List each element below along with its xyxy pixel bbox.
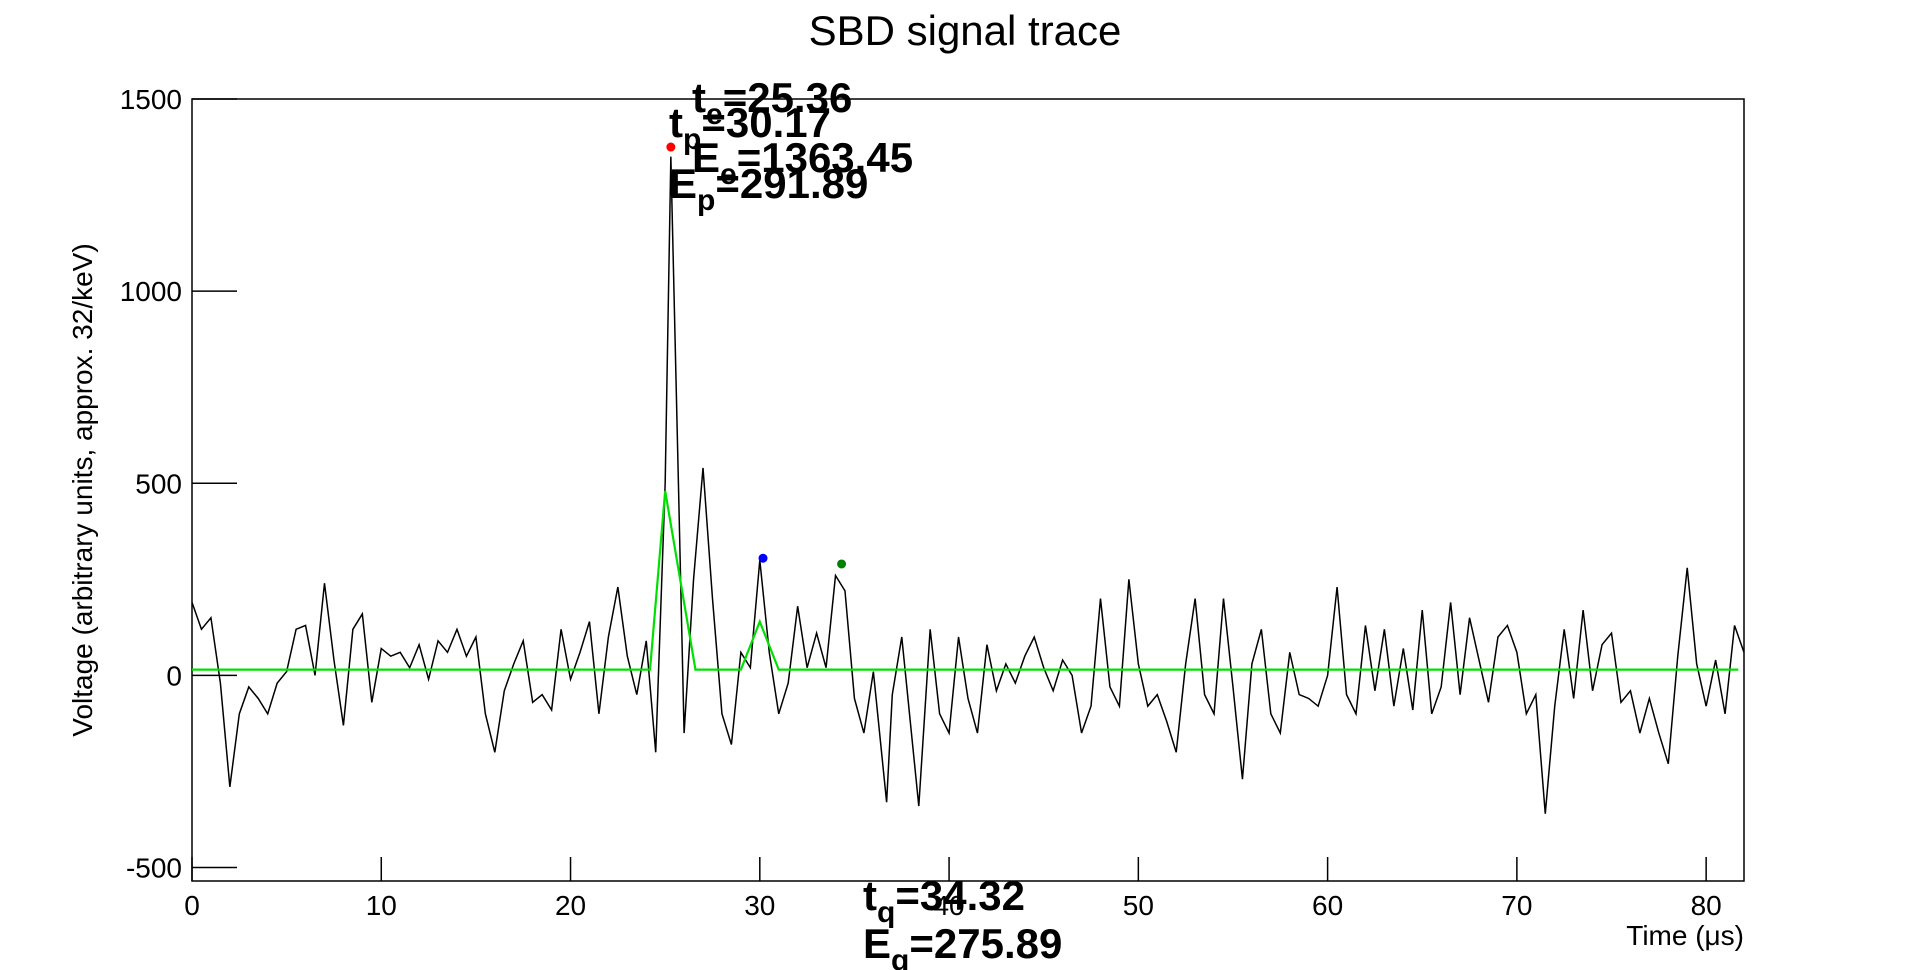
x-tick-label: 0 bbox=[184, 890, 200, 921]
y-tick-label: 0 bbox=[166, 660, 182, 691]
chart-title: SBD signal trace bbox=[809, 7, 1122, 54]
annotation: Ee=1363.45 bbox=[692, 134, 913, 191]
annotation-value: =1363.45 bbox=[737, 134, 913, 181]
x-tick-label: 80 bbox=[1691, 890, 1722, 921]
x-tick-label: 20 bbox=[555, 890, 586, 921]
x-tick-label: 50 bbox=[1123, 890, 1154, 921]
annotation-symbol: E bbox=[863, 920, 891, 967]
annotation-symbol: E bbox=[669, 160, 697, 207]
annotation-subscript: e bbox=[720, 158, 737, 191]
annotation-symbol: t bbox=[863, 872, 877, 919]
annotation-symbol: E bbox=[692, 134, 720, 181]
marker-point bbox=[837, 559, 847, 569]
annotation-value: =30.17 bbox=[701, 99, 831, 146]
y-tick-label: 1000 bbox=[120, 276, 182, 307]
annotation-value: =25.36 bbox=[723, 74, 853, 121]
annotation-subscript: p bbox=[683, 123, 701, 156]
annotation-subscript: q bbox=[891, 944, 909, 970]
y-axis-label: Voltage (arbitrary units, approx. 32/keV… bbox=[67, 243, 98, 736]
x-tick-label: 70 bbox=[1501, 890, 1532, 921]
annotation-subscript: e bbox=[706, 98, 723, 131]
annotation-subscript: q bbox=[877, 896, 895, 929]
annotation: Ep=291.89 bbox=[669, 160, 868, 217]
annotation-symbol: t bbox=[669, 99, 683, 146]
annotation: tp=30.17 bbox=[669, 99, 831, 156]
y-tick-label: 500 bbox=[135, 468, 182, 499]
annotation-value: =291.89 bbox=[715, 160, 868, 207]
annotation-value: =275.89 bbox=[909, 920, 1062, 967]
annotation: tq=34.32 bbox=[863, 872, 1025, 929]
y-tick-label: -500 bbox=[126, 853, 182, 884]
x-tick-label: 60 bbox=[1312, 890, 1343, 921]
x-tick-label: 40 bbox=[933, 890, 964, 921]
series-line bbox=[192, 490, 1739, 671]
y-tick-label: 1500 bbox=[120, 84, 182, 115]
series-line bbox=[191, 156, 1745, 814]
annotation: te=25.36 bbox=[692, 74, 852, 131]
marker-point bbox=[666, 142, 676, 152]
annotation-subscript: p bbox=[697, 184, 715, 217]
marker-point bbox=[758, 553, 768, 563]
annotation-symbol: t bbox=[692, 74, 706, 121]
x-tick-label: 10 bbox=[366, 890, 397, 921]
annotation: Eq=275.89 bbox=[863, 920, 1062, 970]
x-tick-label: 30 bbox=[744, 890, 775, 921]
annotation-value: =34.32 bbox=[895, 872, 1025, 919]
x-axis-label: Time (μs) bbox=[1626, 920, 1744, 951]
plot-frame bbox=[191, 98, 1745, 882]
